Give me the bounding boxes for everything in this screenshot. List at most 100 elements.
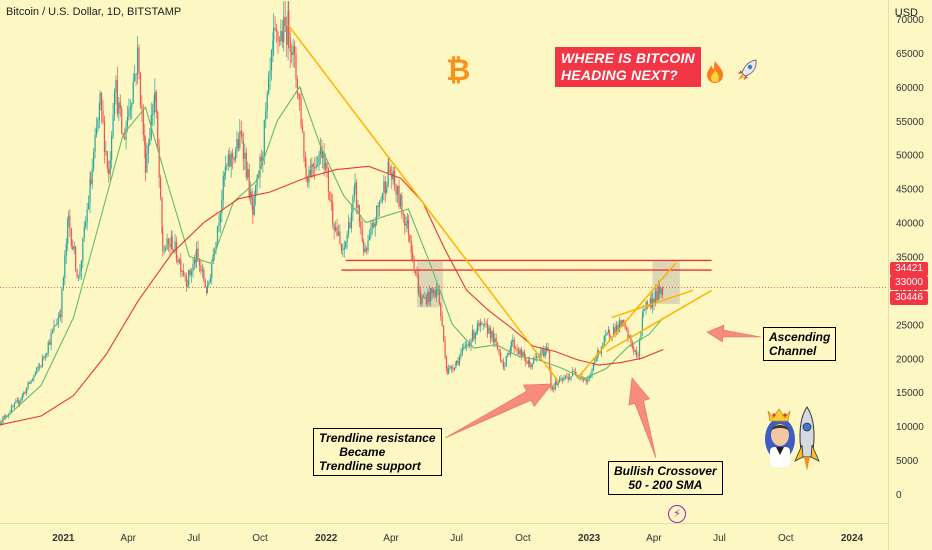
candle-body (628, 335, 631, 339)
candle-body (470, 340, 472, 346)
candle-body (76, 269, 78, 277)
candles (0, 1, 664, 427)
y-tick-label: 5000 (896, 456, 919, 467)
candle-body (443, 325, 445, 341)
candle-body (383, 181, 385, 194)
candle-body (414, 269, 417, 274)
y-tick-label: 25000 (896, 320, 924, 331)
candle-body (301, 125, 304, 132)
candle-body (570, 376, 572, 378)
candle-body (453, 367, 456, 370)
candle-body (409, 234, 411, 241)
x-tick-label: Oct (515, 533, 531, 544)
candle-body (242, 141, 245, 159)
candle-body (177, 259, 179, 263)
candle-body (512, 339, 514, 342)
candle-body (197, 248, 199, 259)
candle-body (262, 154, 264, 162)
candle-body (212, 254, 214, 265)
candle-body (178, 259, 180, 263)
candle-body (476, 331, 478, 334)
candle-body (37, 367, 39, 369)
candle-body (651, 299, 654, 307)
candle-body (195, 258, 197, 263)
candle-body (113, 92, 116, 116)
candle-body (142, 108, 144, 136)
candle-body (211, 264, 213, 279)
candle-body (495, 338, 497, 343)
candle-body (410, 240, 412, 254)
y-tick-label: 50000 (896, 151, 924, 162)
candle-body (534, 357, 536, 359)
candle-body (47, 342, 49, 353)
candle-body (180, 259, 182, 272)
candle-body (607, 329, 610, 333)
candle-body (445, 357, 448, 369)
candle-body (399, 195, 402, 207)
candle-body (86, 209, 88, 222)
candle-body (115, 80, 117, 93)
candle-body (531, 363, 533, 368)
candle-body (190, 271, 193, 275)
candle-body (342, 249, 344, 251)
candle-body (587, 380, 589, 382)
candle-body (209, 278, 211, 283)
candle-body (464, 345, 466, 347)
candle-body (603, 336, 605, 345)
candle-body (131, 102, 133, 107)
candle-body (46, 352, 48, 356)
candle-body (363, 241, 365, 253)
candle-body (30, 380, 32, 384)
price-tag-34421: 34421 (890, 262, 928, 276)
candle-body (394, 170, 396, 187)
trendline-label-line-1: Trendline resistance (319, 431, 436, 445)
candle-body (651, 298, 653, 307)
candle-body (50, 333, 52, 345)
candle-body (100, 92, 103, 111)
x-tick-label: 2024 (841, 533, 864, 544)
candle-body (298, 94, 300, 96)
candle-body (482, 323, 484, 325)
candle-body (646, 302, 649, 305)
candle-body (573, 371, 575, 373)
ascending-channel-line-2: Channel (769, 344, 817, 358)
channel-trendline (606, 289, 712, 353)
candle-body (350, 212, 353, 229)
candle-body (333, 224, 335, 231)
candle-body (240, 131, 242, 134)
symbol-title[interactable]: Bitcoin / U.S. Dollar, 1D, BITSTAMP (6, 6, 182, 18)
candle-body (163, 250, 165, 252)
candle-body (77, 276, 80, 278)
candle-body (523, 352, 525, 357)
flash-icon[interactable]: ⚡ (668, 505, 686, 523)
x-tick-label: Jul (187, 533, 200, 544)
rocket-icon (735, 58, 759, 89)
candle-body (627, 329, 629, 339)
candle-body (396, 185, 399, 195)
candle-body (519, 349, 521, 355)
candle-body (317, 165, 319, 166)
candle-body (247, 169, 249, 178)
candle-body (432, 290, 435, 294)
candle-body (614, 327, 616, 334)
candle-body (404, 215, 406, 226)
candle-body (642, 309, 644, 318)
candle-body (201, 269, 203, 272)
candle-body (491, 330, 493, 339)
y-tick-label: 45000 (896, 185, 924, 196)
candle-body (91, 169, 93, 184)
candle-body (56, 323, 58, 326)
candle-body (67, 219, 69, 244)
candle-body (128, 109, 130, 117)
candle-body (618, 320, 620, 333)
candle-body (229, 154, 231, 167)
candle-body (248, 169, 250, 198)
y-tick-label: 15000 (896, 388, 924, 399)
price-tag-30446: 30446 (890, 291, 928, 305)
candle-body (661, 287, 664, 296)
candle-body (594, 358, 596, 363)
candle-body (563, 378, 565, 381)
candle-body (640, 331, 642, 340)
avatar-rocket-icon (762, 405, 826, 477)
